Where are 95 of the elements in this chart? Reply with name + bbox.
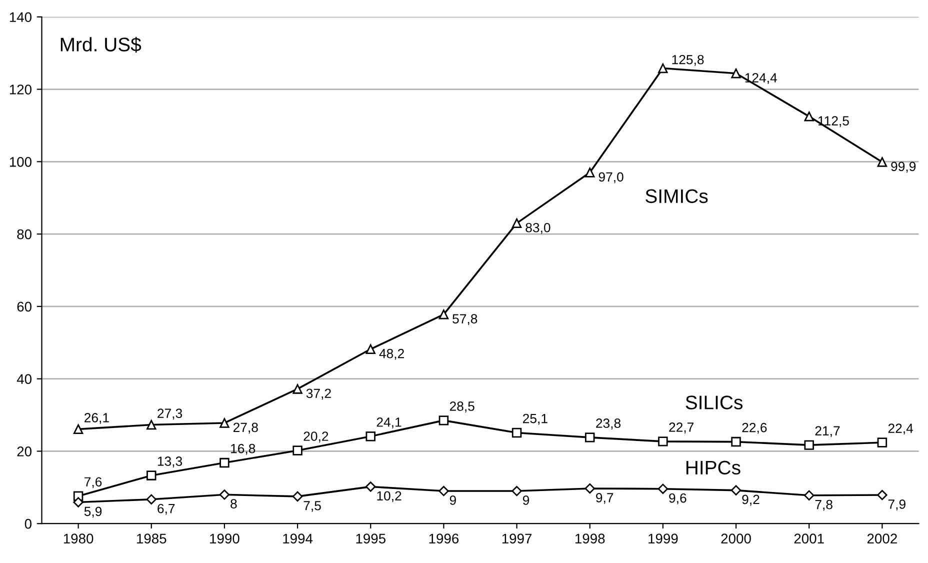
data-label: 7,5: [304, 501, 321, 512]
text: SIMICs: [646, 189, 708, 204]
point: [585, 432, 595, 442]
point: [804, 440, 814, 450]
data-label: 22,4: [888, 424, 914, 435]
data-label: 16,8: [231, 444, 256, 455]
data-label: 9,7: [596, 493, 614, 504]
data-label: 124,4: [745, 73, 777, 84]
point: [877, 157, 888, 167]
y-tick-label: 60: [17, 302, 32, 312]
data-label: 20,2: [304, 432, 328, 442]
data-label: 28,5: [450, 402, 474, 412]
point: [438, 486, 449, 496]
point: [512, 218, 522, 228]
data-label: 22,7: [669, 422, 694, 434]
y-tick-label: 100: [10, 156, 32, 167]
data-label: 10,2: [377, 491, 402, 502]
point: [292, 491, 303, 502]
y-tick-label: 120: [10, 84, 32, 94]
point: [877, 490, 888, 500]
data-label: 97,0: [598, 172, 624, 184]
point: [584, 483, 595, 494]
series-label: SILICs: [686, 396, 743, 410]
point: [730, 485, 742, 496]
data-label: 27,8: [233, 422, 258, 434]
x-tick-label: 1995: [356, 534, 386, 544]
y-axis-title: Mrd. US$: [60, 36, 142, 53]
point: [366, 432, 376, 442]
point: [658, 436, 668, 446]
point: [146, 470, 156, 480]
x-tick-label: 1980: [64, 534, 94, 544]
data-label: 9: [450, 496, 456, 505]
point: [731, 68, 741, 78]
data-label: 57,8: [452, 314, 478, 326]
point: [512, 486, 522, 496]
x-tick-label: 1996: [429, 534, 459, 544]
point: [220, 458, 230, 468]
point: [366, 482, 376, 492]
data-label: 9,2: [742, 494, 760, 506]
data-label: 125,8: [672, 54, 704, 66]
data-label: 48,2: [379, 348, 404, 360]
data-label: 8: [230, 499, 237, 508]
point: [146, 420, 156, 430]
x-tick-label: 1998: [575, 534, 605, 544]
point: [220, 418, 230, 428]
data-label: 22,6: [742, 422, 767, 434]
point: [804, 490, 814, 500]
point: [438, 310, 449, 320]
point: [146, 494, 156, 504]
point: [219, 490, 230, 500]
data-label: 5,9: [84, 506, 102, 518]
data-label: 21,7: [815, 426, 840, 438]
y-tick-label: 40: [16, 374, 32, 384]
data-label: 9,6: [669, 493, 686, 504]
point: [73, 424, 84, 434]
x-tick-label: 1994: [283, 534, 313, 544]
data-label: 99,9: [891, 162, 916, 173]
data-label: 24,1: [376, 417, 402, 428]
data-label: 112,5: [818, 116, 849, 128]
data-label: 7,8: [815, 500, 832, 511]
y-tick-label: 20: [17, 446, 32, 456]
data-label: 7,6: [84, 477, 102, 488]
data-label: 26,1: [84, 413, 109, 424]
point: [585, 168, 595, 178]
data-label: 27,3: [158, 408, 182, 420]
data-label: 83,0: [526, 222, 550, 234]
point: [292, 384, 302, 394]
data-label: 37,2: [306, 388, 331, 400]
y-tick-label: 0: [24, 518, 32, 529]
x-tick-label: 1999: [648, 534, 678, 544]
point: [731, 436, 741, 447]
series-label: HIPCs: [686, 460, 740, 475]
point: [366, 344, 376, 354]
data-label: 13,3: [158, 456, 182, 468]
data-label: 6,7: [158, 504, 175, 515]
data-label: 25,1: [523, 414, 548, 425]
x-tick-label: 1985: [136, 534, 166, 544]
point: [658, 63, 668, 74]
data-label: 7,9: [888, 500, 906, 510]
x-tick-label: 1997: [502, 534, 532, 544]
point: [438, 416, 449, 426]
data-label: 9: [522, 496, 530, 505]
x-tick-label: 2000: [721, 534, 751, 544]
point: [804, 112, 814, 122]
y-tick-label: 80: [17, 229, 32, 240]
point: [292, 446, 302, 456]
y-tick-label: 140: [10, 12, 32, 22]
point: [512, 428, 522, 438]
point: [877, 438, 888, 448]
x-tick-label: 1990: [210, 534, 240, 544]
point: [658, 484, 668, 494]
x-tick-label: 2001: [794, 534, 824, 544]
x-tick-label: 2002: [867, 534, 897, 544]
point: [73, 497, 84, 508]
data-label: 23,8: [596, 418, 621, 430]
